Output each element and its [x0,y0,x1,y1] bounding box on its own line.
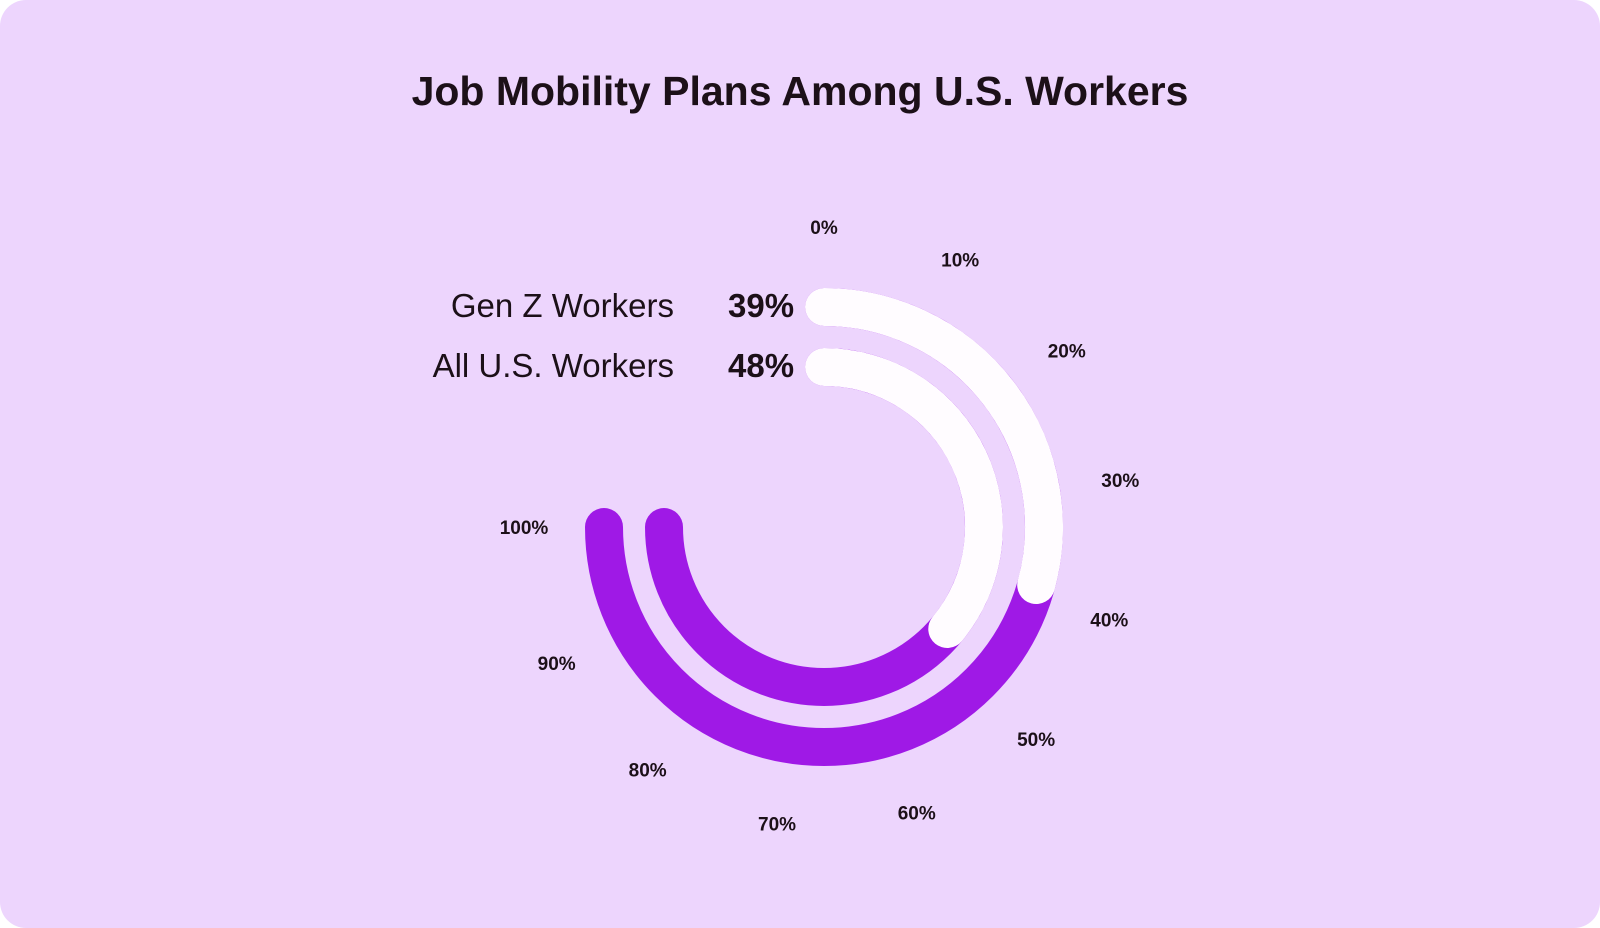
radial-rings [585,288,1063,766]
tick-label: 50% [1017,730,1055,751]
ring-value [805,348,1003,648]
tick-label: 40% [1090,611,1128,632]
legend-value: 39% [728,287,795,324]
tick-label: 20% [1048,342,1086,363]
tick-label: 80% [629,761,667,782]
legend-label: Gen Z Workers [450,287,674,324]
tick-label: 10% [941,251,979,272]
tick-labels: 0% 10% 20% 30% 40% 50% 60% 70% 80% 90% 100% [500,218,1140,835]
ring-value [805,288,1063,605]
tick-label: 100% [500,518,549,539]
chart-title: Job Mobility Plans Among U.S. Workers [411,68,1189,114]
tick-label: 90% [538,654,576,675]
legend-item-all-us: All U.S. Workers 48% [380,344,800,388]
legend-item-gen-z: Gen Z Workers 39% [380,284,800,328]
tick-label: 0% [810,218,838,239]
tick-label: 70% [758,814,796,835]
legend-value: 48% [728,347,795,384]
legend-label: All U.S. Workers [432,347,674,384]
tick-label: 30% [1101,471,1139,492]
tick-label: 60% [898,803,936,824]
